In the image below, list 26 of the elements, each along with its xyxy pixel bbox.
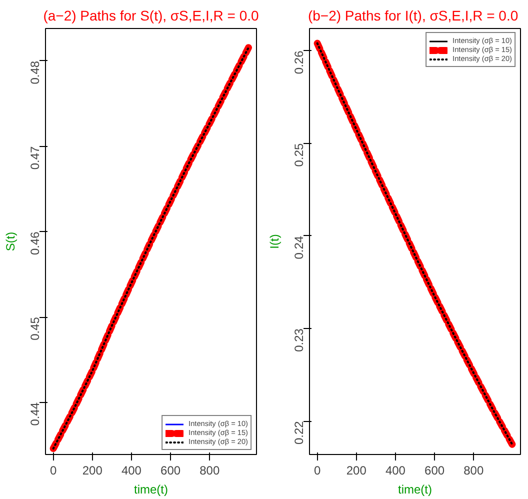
y-tick-label: 0.48 (28, 60, 42, 84)
y-tick-label: 0.47 (28, 146, 42, 170)
y-axis-title: I(t) (268, 234, 282, 249)
y-tick-label: 0.45 (28, 316, 42, 340)
x-tick-label: 800 (464, 464, 484, 478)
x-tick-label: 600 (160, 464, 181, 478)
y-tick-label: 0.25 (292, 143, 306, 167)
x-tick-label: 0 (50, 464, 57, 478)
x-tick-label: 600 (424, 464, 445, 478)
x-axis-title: time(t) (134, 482, 168, 496)
chart-title: (a−2) Paths for S(t), σS,E,I,R = 0.0 (43, 8, 260, 24)
y-tick-label: 0.26 (292, 50, 306, 74)
y-tick-label: 0.24 (292, 236, 306, 260)
x-tick-label: 400 (121, 464, 142, 478)
chart-title: (b−2) Paths for I(t), σS,E,I,R = 0.0 (308, 8, 518, 24)
x-axis-title: time(t) (398, 482, 432, 496)
x-tick-label: 200 (82, 464, 103, 478)
x-tick-label: 400 (385, 464, 406, 478)
x-tick-label: 200 (346, 464, 367, 478)
y-tick-label: 0.23 (292, 328, 306, 352)
y-tick-label: 0.46 (28, 231, 42, 256)
x-tick-label: 0 (314, 464, 321, 478)
y-tick-label: 0.22 (292, 420, 306, 445)
x-tick-label: 800 (200, 464, 220, 478)
y-axis-title: S(t) (4, 232, 18, 252)
y-tick-label: 0.44 (28, 402, 42, 426)
